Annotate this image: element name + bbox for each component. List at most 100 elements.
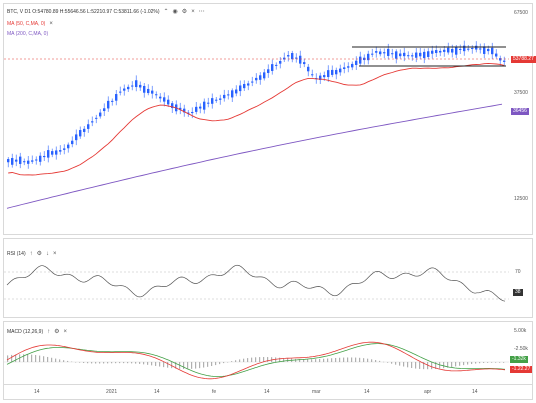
gear-icon[interactable]: ⚙ bbox=[54, 329, 60, 335]
ma200-legend[interactable]: MA (200, C,MA, 0) bbox=[7, 31, 48, 37]
macd-label: MACD (12,26,9) bbox=[7, 328, 44, 335]
rsi-chart-canvas[interactable] bbox=[4, 239, 532, 317]
candle-body bbox=[483, 46, 486, 54]
candle-body bbox=[247, 83, 250, 86]
rsi-line bbox=[6, 264, 506, 302]
macd-histogram-bar bbox=[71, 361, 73, 363]
macd-histogram-bar bbox=[211, 362, 213, 367]
candle-body bbox=[119, 91, 122, 93]
macd-histogram-bar bbox=[491, 362, 493, 363]
time-axis-label: 14 bbox=[472, 389, 478, 395]
more-icon[interactable]: ⋯ bbox=[198, 9, 205, 15]
candle-body bbox=[219, 98, 222, 100]
candle-body bbox=[171, 103, 174, 109]
candle-body bbox=[147, 88, 150, 94]
candle-body bbox=[71, 140, 74, 145]
candle-body bbox=[127, 86, 130, 90]
time-axis-label: 2021 bbox=[106, 389, 118, 395]
candle-body bbox=[327, 70, 330, 78]
macd-histogram-bar bbox=[47, 356, 49, 362]
candle-body bbox=[423, 51, 426, 59]
candle-body bbox=[75, 134, 78, 141]
macd-histogram-bar bbox=[347, 357, 349, 362]
macd-histogram-bar bbox=[399, 362, 401, 366]
candle-body bbox=[107, 100, 110, 109]
arrow-up-icon[interactable]: ↑ bbox=[29, 250, 33, 257]
close-icon[interactable]: × bbox=[49, 21, 53, 27]
gear-icon[interactable]: ⚙ bbox=[36, 251, 43, 257]
macd-histogram-bar bbox=[95, 362, 97, 364]
macd-histogram-bar bbox=[159, 362, 161, 367]
macd-histogram-bar bbox=[155, 362, 157, 366]
candle-body bbox=[87, 124, 90, 129]
arrow-down-icon[interactable]: ↓ bbox=[46, 250, 50, 257]
macd-histogram-bar bbox=[499, 362, 501, 363]
candle-body bbox=[427, 51, 430, 57]
candle-body bbox=[443, 49, 446, 52]
macd-histogram-bar bbox=[27, 354, 29, 362]
arrow-up-icon[interactable]: ↑ bbox=[47, 328, 51, 335]
macd-axis-label: -2.50k bbox=[514, 346, 528, 352]
time-axis-label: 14 bbox=[34, 389, 40, 395]
macd-histogram-bar bbox=[167, 362, 169, 368]
macd-histogram-bar bbox=[91, 362, 93, 364]
macd-histogram-bar bbox=[63, 360, 65, 362]
macd-histogram-bar bbox=[151, 362, 153, 366]
macd-histogram-bar bbox=[355, 357, 357, 362]
candle-body bbox=[407, 55, 410, 57]
macd-histogram-bar bbox=[115, 362, 117, 364]
candle-body bbox=[259, 75, 262, 80]
close-icon[interactable]: × bbox=[53, 250, 57, 257]
macd-histogram-bar bbox=[407, 362, 409, 368]
candle-body bbox=[495, 53, 498, 57]
macd-histogram-bar bbox=[431, 362, 433, 370]
candle-body bbox=[459, 48, 462, 50]
candle-body bbox=[95, 117, 98, 119]
macd-histogram-bar bbox=[299, 359, 301, 362]
candle-body bbox=[371, 53, 374, 55]
eye-icon[interactable]: ◉ bbox=[172, 9, 178, 15]
rsi-pane[interactable]: RSI (14) ↑ ⚙ ↓ × 70 38 bbox=[3, 238, 533, 318]
macd-histogram-bar bbox=[31, 354, 33, 362]
arrow-up-icon[interactable]: ⌃ bbox=[163, 9, 169, 15]
macd-histogram-bar bbox=[67, 360, 69, 362]
candle-body bbox=[123, 88, 126, 91]
candle-body bbox=[151, 90, 154, 94]
candle-body bbox=[203, 101, 206, 110]
macd-chart-canvas[interactable] bbox=[4, 322, 532, 384]
macd-histogram-bar bbox=[467, 362, 469, 365]
macd-histogram-bar bbox=[55, 358, 57, 362]
macd-histogram-bar bbox=[351, 357, 353, 362]
time-axis[interactable]: 14 2021 14 fe 14 mar 14 apr 14 bbox=[3, 385, 533, 400]
macd-histogram-bar bbox=[327, 358, 329, 362]
candle-body bbox=[159, 96, 162, 99]
macd-histogram-bar bbox=[371, 359, 373, 362]
candle-body bbox=[155, 94, 158, 96]
candle-body bbox=[403, 52, 406, 57]
candle-body bbox=[115, 94, 118, 101]
macd-histogram-bar bbox=[251, 357, 253, 362]
macd-histogram-bar bbox=[199, 362, 201, 369]
close-icon[interactable]: × bbox=[191, 8, 195, 15]
macd-histogram-bar bbox=[111, 362, 113, 364]
macd-histogram-bar bbox=[191, 362, 193, 369]
candle-body bbox=[111, 100, 114, 102]
macd-pane[interactable]: MACD (12,26,9) ↑ ⚙ × 5.00k -2.50k -1.32k… bbox=[3, 321, 533, 385]
price-pane[interactable]: BTC, V D1 O:54780.89 H:55646.56 L:52210.… bbox=[3, 3, 536, 235]
close-icon[interactable]: × bbox=[63, 328, 68, 335]
gear-icon[interactable]: ⚙ bbox=[181, 9, 188, 15]
candle-body bbox=[63, 148, 66, 150]
candle-body bbox=[163, 97, 166, 102]
price-chart-canvas[interactable] bbox=[4, 4, 532, 234]
macd-histogram-bar bbox=[307, 359, 309, 362]
macd-histogram-bar bbox=[495, 362, 497, 363]
macd-histogram-bar bbox=[99, 362, 101, 364]
ma50-legend[interactable]: MA (50, C,MA, 0) × bbox=[7, 21, 53, 27]
macd-histogram-bar bbox=[135, 362, 137, 364]
macd-histogram-bar bbox=[311, 359, 313, 362]
macd-histogram-bar bbox=[383, 361, 385, 363]
macd-histogram-bar bbox=[479, 362, 481, 364]
candle-body bbox=[199, 106, 202, 109]
macd-histogram-bar bbox=[295, 358, 297, 362]
